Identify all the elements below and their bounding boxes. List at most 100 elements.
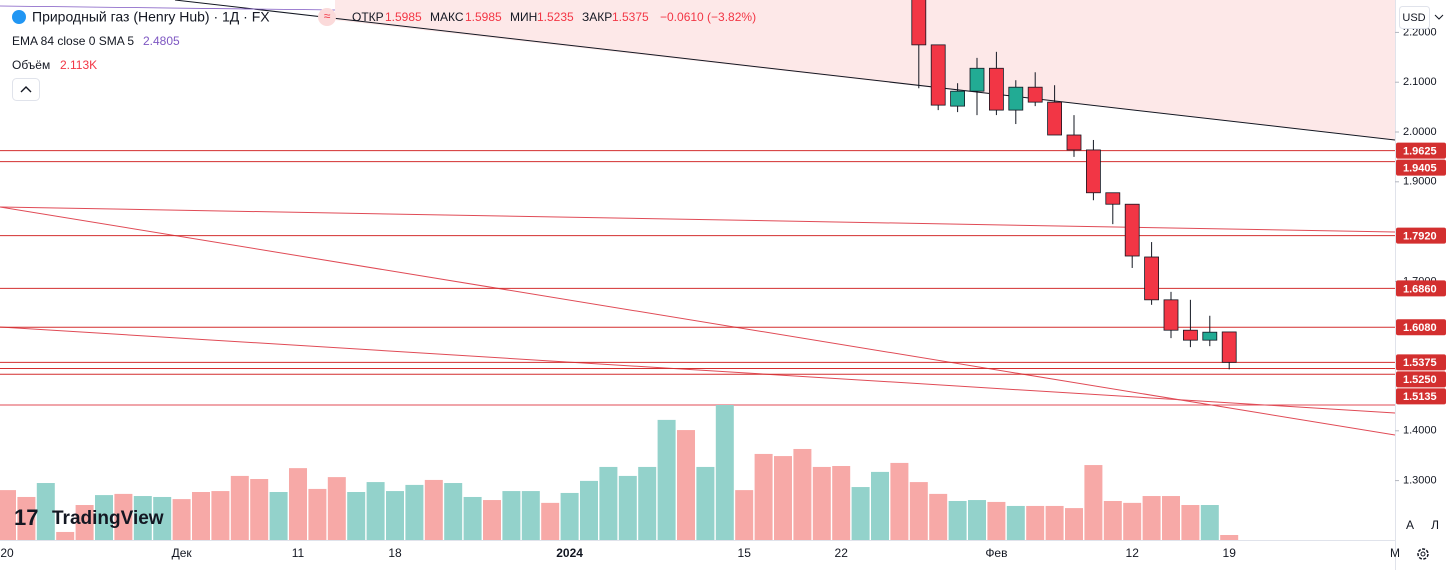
log-scale-button[interactable]: [1425, 515, 1446, 536]
volume-bar: [560, 492, 579, 540]
volume-bar: [909, 482, 928, 540]
volume-bar: [1084, 465, 1103, 540]
level-label: 1.6080: [1403, 322, 1437, 334]
volume-bar: [521, 491, 540, 540]
low-label: МИН: [510, 10, 537, 24]
volume-bar: [192, 492, 210, 540]
x-tick-label: 15: [738, 546, 752, 560]
trend-line: [174, 0, 1395, 141]
x-tick-label: М: [1390, 546, 1400, 560]
volume-bar: [1103, 500, 1122, 540]
volume-bar: [347, 492, 366, 540]
level-label-box: [1396, 280, 1446, 297]
volume-bar: [502, 491, 521, 540]
symbol-icon: [12, 10, 26, 24]
volume-bar: [308, 488, 327, 540]
close-label: ЗАКР: [582, 10, 612, 24]
volume-bar: [987, 501, 1006, 540]
volume-bar: [832, 465, 851, 540]
x-tick-label: 12: [1126, 546, 1140, 560]
shaded-zone: [335, 0, 1395, 140]
level-label: 1.9405: [1403, 163, 1437, 175]
volume-bar: [715, 405, 734, 540]
candle-body: [1086, 149, 1101, 194]
volume-value: 2.113K: [60, 58, 97, 72]
level-label-box: [1396, 388, 1446, 405]
open-value: 1.5985: [385, 10, 422, 24]
volume-label: Объём: [12, 58, 50, 72]
y-tick-label: 2.2000: [1403, 26, 1437, 38]
volume-bar: [133, 496, 152, 540]
candle-body: [1124, 203, 1140, 257]
volume-bar: [638, 466, 657, 540]
volume-bar: [1220, 535, 1239, 540]
volume-bar: [890, 462, 909, 540]
volume-bar: [541, 502, 560, 540]
compare-glyph: ≈: [324, 9, 331, 23]
candle-body: [911, 0, 927, 46]
candle-body: [1202, 331, 1218, 341]
volume-bar: [75, 505, 94, 540]
candle-body: [1163, 299, 1179, 331]
currency-caret: [1434, 14, 1444, 20]
volume-bar: [599, 466, 618, 540]
volume-bar: [405, 484, 424, 540]
volume-bar: [696, 466, 715, 540]
candle-body: [1105, 192, 1121, 205]
volume-bar: [812, 466, 831, 540]
volume-bar: [36, 483, 55, 540]
volume-bar: [289, 468, 307, 540]
plot-area: [0, 0, 1395, 540]
level-label-box: [1396, 159, 1446, 176]
volume-bar: [230, 475, 249, 540]
volume-bar: [153, 496, 172, 540]
volume-bar: [735, 490, 754, 540]
x-tick-label: Дек: [172, 546, 193, 560]
level-label-box: [1396, 319, 1446, 336]
high-label: МАКС: [430, 10, 464, 24]
x-tick-label: 2024: [556, 546, 583, 560]
y-tick-label: 1.9000: [1403, 176, 1437, 188]
x-tick-label: 22: [835, 546, 849, 560]
volume-bar: [95, 495, 113, 540]
collapse-icon: [20, 86, 32, 93]
level-label-box: [1396, 371, 1446, 388]
trend-line: [0, 5, 336, 11]
volume-bar: [327, 477, 346, 540]
x-tick-label: 11: [292, 546, 305, 560]
candle-body: [930, 44, 946, 106]
candle-body: [950, 90, 965, 107]
volume-bar: [1181, 505, 1200, 540]
volume-bar: [0, 490, 16, 540]
brand-name: TradingView: [52, 508, 164, 529]
volume-bar: [851, 487, 870, 540]
volume-bar: [1065, 508, 1083, 540]
compare-icon[interactable]: [318, 8, 336, 26]
currency-button[interactable]: [1399, 6, 1430, 29]
volume-bar: [948, 500, 967, 540]
volume-bar: [1026, 505, 1045, 540]
auto-scale-button[interactable]: [1400, 515, 1421, 536]
level-label: 1.7920: [1403, 230, 1437, 242]
settings-icon[interactable]: [1417, 548, 1429, 560]
volume-bar: [463, 496, 482, 540]
volume-bar: [1142, 496, 1161, 540]
candle-body: [1008, 86, 1024, 111]
collapse-button[interactable]: [12, 78, 40, 101]
candle-body: [1047, 101, 1062, 136]
trend-line: [0, 326, 1395, 414]
change: −0.0610 (−3.82%): [660, 10, 756, 24]
indicator-value: 2.4805: [143, 34, 180, 48]
volume-bar: [386, 491, 404, 540]
volume-bar: [677, 430, 695, 540]
x-tick-label: 20: [0, 546, 14, 560]
volume-bar: [657, 419, 676, 540]
y-tick-label: 2.0000: [1403, 126, 1437, 138]
y-tick-label: 1.3000: [1403, 474, 1437, 486]
level-label: 1.6860: [1403, 283, 1437, 295]
x-tick-label: Фев: [985, 546, 1007, 560]
volume-bar: [17, 496, 36, 540]
symbol-title: Природный газ (Henry Hub) · 1Д · FX: [32, 9, 270, 25]
candle-body: [1221, 331, 1237, 363]
